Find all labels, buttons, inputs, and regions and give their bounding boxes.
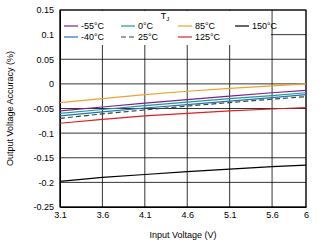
- x-axis-line: [61, 207, 307, 208]
- x-tick: 6: [304, 207, 309, 220]
- legend-swatch: [121, 36, 135, 37]
- legend-swatch: [178, 25, 192, 26]
- x-tick-label: 3.1: [54, 210, 67, 220]
- legend-label: 85°C: [195, 21, 216, 31]
- series-line: [60, 95, 306, 116]
- x-axis: 3.1 3.6 4.1 4.6 5.1 5.6 6: [54, 207, 309, 220]
- y-tick: -0.05: [33, 104, 60, 114]
- legend-box: [61, 11, 271, 45]
- legend-title: TJ: [161, 11, 170, 22]
- y-tick-label: -0.2: [38, 178, 54, 188]
- y-tick: -0.25: [33, 202, 60, 212]
- grid-line: [60, 83, 306, 84]
- y-axis-title: Output Voltage Accuracy (%): [5, 51, 15, 166]
- x-tick: 5.1: [224, 207, 237, 220]
- y-tick-label: 0: [49, 79, 54, 89]
- y-axis: -0.25 -0.2 -0.15 -0.1 -0.05 0 0.05 0.1 0.15: [33, 5, 60, 212]
- x-tick: 3.6: [97, 207, 110, 220]
- y-tick-label: 0.05: [36, 55, 54, 65]
- grid-line: [60, 133, 306, 134]
- legend-label: 150°C: [252, 21, 278, 31]
- x-tick: 4.1: [139, 207, 152, 220]
- grid-line: [60, 59, 306, 60]
- y-tick-label: -0.1: [38, 129, 54, 139]
- y-tick: 0.1: [41, 30, 60, 40]
- y-tick-label: -0.25: [33, 202, 54, 212]
- legend-label: -40°C: [81, 32, 105, 42]
- legend-label: 25°C: [138, 32, 159, 42]
- x-tick-label: 5.1: [224, 210, 237, 220]
- x-tick: 5.6: [266, 207, 279, 220]
- y-tick: -0.15: [33, 153, 60, 163]
- chart: 3.13.64.14.65.15.66-0.25-0.2-0.15-0.1-0.…: [0, 0, 328, 243]
- legend-swatch: [178, 36, 192, 37]
- series-line: [60, 93, 306, 114]
- y-tick: 0: [49, 79, 60, 89]
- y-tick: -0.1: [38, 129, 60, 139]
- x-tick-label: 6: [304, 210, 309, 220]
- x-tick-label: 4.1: [139, 210, 152, 220]
- y-tick-label: -0.15: [33, 153, 54, 163]
- legend-label: 125°C: [195, 32, 221, 42]
- series-line: [60, 165, 306, 181]
- y-axis-line: [60, 11, 61, 208]
- legend-swatch: [64, 36, 78, 37]
- legend-swatch: [235, 25, 249, 26]
- y-tick: 0.05: [36, 55, 60, 65]
- legend-label: -55°C: [81, 21, 105, 31]
- y-tick: 0.15: [36, 5, 60, 15]
- plot-frame: [60, 10, 306, 207]
- series-line: [60, 97, 306, 119]
- x-axis-title: Input Voltage (V): [149, 230, 216, 240]
- grid-line: [60, 157, 306, 158]
- grid: [60, 10, 306, 207]
- series-line: [60, 108, 306, 124]
- y-tick-label: 0.15: [36, 5, 54, 15]
- legend-swatch: [64, 25, 78, 26]
- x-tick-label: 3.6: [97, 210, 110, 220]
- series-line: [60, 90, 306, 111]
- y-tick-label: -0.05: [33, 104, 54, 114]
- x-tick: 3.1: [54, 207, 67, 220]
- y-tick: -0.2: [38, 178, 60, 188]
- x-tick: 4.6: [181, 207, 194, 220]
- x-tick-label: 5.6: [266, 210, 279, 220]
- legend-label: 0°C: [138, 21, 154, 31]
- series-line: [60, 84, 306, 103]
- lines: [60, 84, 306, 182]
- x-tick-label: 4.6: [181, 210, 194, 220]
- grid-line: [60, 182, 306, 183]
- y-tick-label: 0.1: [41, 30, 54, 40]
- legend-swatch: [121, 25, 135, 26]
- legend: TJ -55°C-40°C 0°C25°C 85°C125°C 150°C: [61, 11, 278, 45]
